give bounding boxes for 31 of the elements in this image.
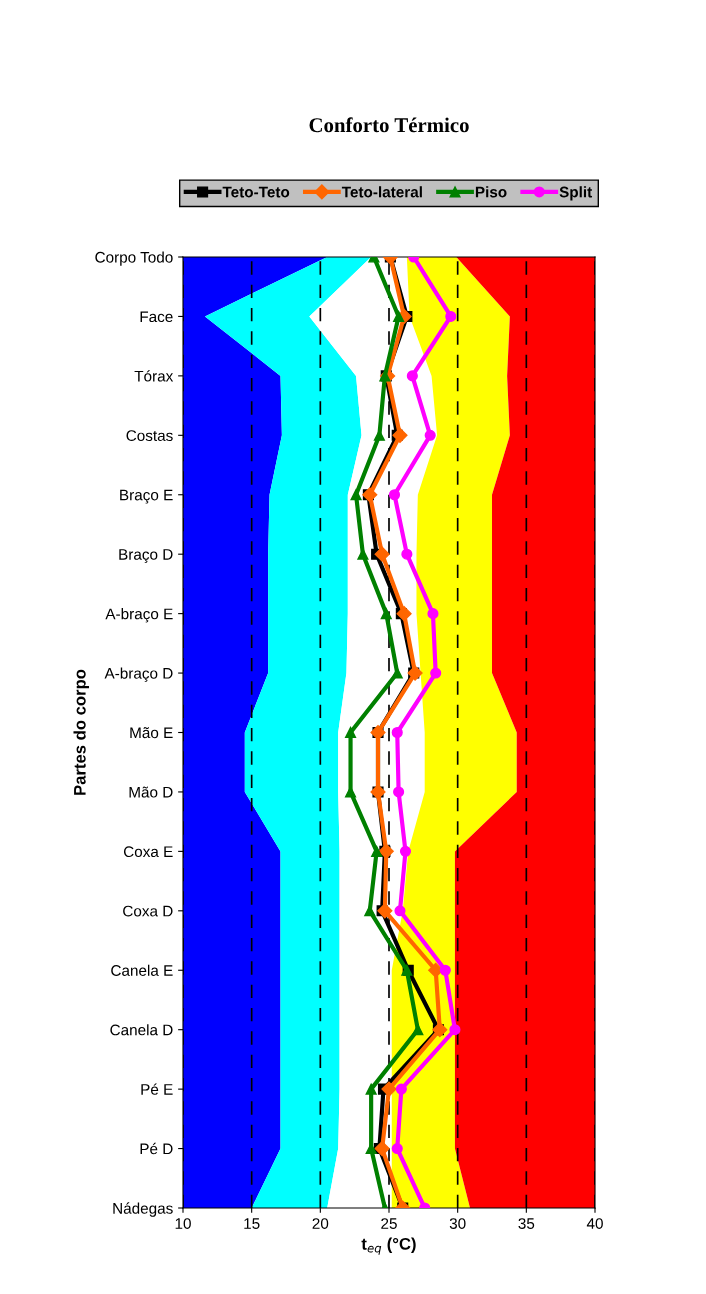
x-axis-title: t$_{eq}$ (°C) — [361, 1237, 416, 1255]
y-tick-label: A-braço E — [105, 608, 173, 623]
x-tick-label: 10 — [175, 1218, 191, 1229]
y-tick-label: Canela D — [110, 1024, 173, 1036]
y-tick-label: Braço D — [119, 549, 173, 563]
y-tick-label: Mão E — [130, 727, 173, 739]
y-tick-label: Corpo Todo — [95, 251, 173, 266]
x-tick-label: 40 — [586, 1218, 603, 1229]
legend-label: Teto-Teto — [222, 186, 290, 198]
x-tick-label: 30 — [449, 1218, 466, 1229]
y-tick-label: Coxa D — [123, 905, 173, 917]
y-tick-label: Coxa E — [123, 846, 173, 858]
y-tick-label: Braço E — [120, 489, 173, 504]
chart-title: Conforto Térmico — [309, 117, 469, 133]
y-tick-label: Costas — [126, 430, 173, 441]
x-tick-label: 15 — [244, 1218, 260, 1229]
legend-label: Split — [559, 186, 593, 201]
x-tick-label: 35 — [518, 1218, 535, 1229]
y-tick-label: Canela E — [111, 964, 173, 976]
y-tick-label: Mão D — [129, 786, 173, 798]
y-tick-label: Pé D — [140, 1142, 173, 1155]
y-tick-label: Tórax — [134, 370, 174, 382]
y-tick-label: Pé E — [141, 1083, 173, 1095]
y-tick-label: Nádegas — [113, 1202, 173, 1217]
y-tick-label: A-braço D — [104, 667, 173, 682]
y-tick-label: Face — [140, 311, 173, 323]
legend-label: Piso — [475, 186, 507, 198]
x-tick-label: 20 — [312, 1218, 329, 1229]
legend-label: Teto-lateral — [341, 186, 422, 198]
y-axis-title: Partes do corpo — [73, 669, 90, 795]
x-tick-label: 25 — [381, 1218, 397, 1229]
